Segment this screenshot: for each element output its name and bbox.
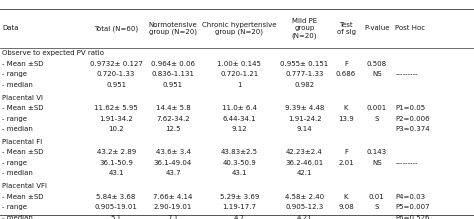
Text: 0.905-12.3: 0.905-12.3: [285, 204, 324, 210]
Text: 7.66± 4.14: 7.66± 4.14: [153, 194, 193, 200]
Text: 43.2± 2.89: 43.2± 2.89: [97, 149, 136, 155]
Text: P1=0.05: P1=0.05: [395, 105, 426, 111]
Text: 0.720-1.21: 0.720-1.21: [220, 71, 258, 78]
Text: 40.3-50.9: 40.3-50.9: [222, 160, 256, 166]
Text: 9.08: 9.08: [338, 204, 354, 210]
Text: 0.951: 0.951: [106, 82, 126, 88]
Text: 0.01: 0.01: [369, 194, 385, 200]
Text: Placental FI: Placental FI: [2, 139, 42, 145]
Text: - Mean ±SD: - Mean ±SD: [2, 61, 44, 67]
Text: Placental VFI: Placental VFI: [2, 183, 47, 189]
Text: 0.982: 0.982: [294, 82, 315, 88]
Text: 5.84± 3.68: 5.84± 3.68: [96, 194, 136, 200]
Text: F: F: [344, 61, 348, 67]
Text: 6.44-34.1: 6.44-34.1: [223, 116, 256, 122]
Text: 9.14: 9.14: [297, 126, 312, 132]
Text: - median: - median: [2, 215, 33, 219]
Text: 4.21: 4.21: [297, 215, 312, 219]
Text: 0.508: 0.508: [367, 61, 387, 67]
Text: 0.836-1.131: 0.836-1.131: [152, 71, 194, 78]
Text: 42.1: 42.1: [297, 170, 312, 177]
Text: - range: - range: [2, 116, 27, 122]
Text: 10.2: 10.2: [109, 126, 124, 132]
Text: - median: - median: [2, 82, 33, 88]
Text: - median: - median: [2, 170, 33, 177]
Text: 1.91-34.2: 1.91-34.2: [99, 116, 133, 122]
Text: 9.39± 4.48: 9.39± 4.48: [285, 105, 324, 111]
Text: Placental VI: Placental VI: [2, 95, 43, 101]
Text: 14.4± 5.8: 14.4± 5.8: [155, 105, 191, 111]
Text: NS: NS: [372, 160, 382, 166]
Text: 0.720-1.33: 0.720-1.33: [97, 71, 135, 78]
Text: 2.01: 2.01: [338, 160, 354, 166]
Text: F: F: [344, 149, 348, 155]
Text: ---------: ---------: [395, 160, 418, 166]
Text: 36.1-50.9: 36.1-50.9: [99, 160, 133, 166]
Text: Total (N=60): Total (N=60): [94, 25, 138, 32]
Text: 0.777-1.33: 0.777-1.33: [285, 71, 324, 78]
Text: - median: - median: [2, 126, 33, 132]
Text: P-value: P-value: [364, 25, 390, 32]
Text: 13.9: 13.9: [338, 116, 354, 122]
Text: 1: 1: [237, 82, 242, 88]
Text: 5.29± 3.69: 5.29± 3.69: [219, 194, 259, 200]
Text: P2=0.006: P2=0.006: [395, 116, 430, 122]
Text: K: K: [344, 194, 348, 200]
Text: 0.964± 0.06: 0.964± 0.06: [151, 61, 195, 67]
Text: 4.7: 4.7: [234, 215, 245, 219]
Text: 1.19-17.7: 1.19-17.7: [222, 204, 256, 210]
Text: - range: - range: [2, 160, 27, 166]
Text: 1.91-24.2: 1.91-24.2: [288, 116, 321, 122]
Text: Normotensive
group (N=20): Normotensive group (N=20): [149, 22, 197, 35]
Text: 9.12: 9.12: [232, 126, 247, 132]
Text: S: S: [374, 116, 379, 122]
Text: 43.1: 43.1: [109, 170, 124, 177]
Text: - range: - range: [2, 204, 27, 210]
Text: P5=0.007: P5=0.007: [395, 204, 430, 210]
Text: K: K: [344, 105, 348, 111]
Text: 0.143: 0.143: [367, 149, 387, 155]
Text: Mild PE
group
(N=20): Mild PE group (N=20): [292, 18, 317, 39]
Text: 7.62-34.2: 7.62-34.2: [156, 116, 190, 122]
Text: - Mean ±SD: - Mean ±SD: [2, 105, 44, 111]
Text: 12.5: 12.5: [165, 126, 181, 132]
Text: 0.001: 0.001: [367, 105, 387, 111]
Text: 36.2-46.01: 36.2-46.01: [285, 160, 324, 166]
Text: 1.00± 0.145: 1.00± 0.145: [218, 61, 261, 67]
Text: - Mean ±SD: - Mean ±SD: [2, 194, 44, 200]
Text: 5.1: 5.1: [110, 215, 122, 219]
Text: Test
of sig: Test of sig: [337, 22, 356, 35]
Text: ---------: ---------: [395, 71, 418, 78]
Text: 43.1: 43.1: [232, 170, 247, 177]
Text: 0.955± 0.151: 0.955± 0.151: [281, 61, 328, 67]
Text: 43.7: 43.7: [165, 170, 181, 177]
Text: 2.90-19.01: 2.90-19.01: [154, 204, 192, 210]
Text: NS: NS: [372, 71, 382, 78]
Text: 11.62± 5.95: 11.62± 5.95: [94, 105, 138, 111]
Text: - Mean ±SD: - Mean ±SD: [2, 149, 44, 155]
Text: 0.905-19.01: 0.905-19.01: [95, 204, 137, 210]
Text: 0.686: 0.686: [336, 71, 356, 78]
Text: P6=0.526: P6=0.526: [395, 215, 430, 219]
Text: 0.951: 0.951: [163, 82, 183, 88]
Text: Observe to expected PV ratio: Observe to expected PV ratio: [2, 50, 104, 57]
Text: 7.1: 7.1: [167, 215, 179, 219]
Text: 36.1-49.04: 36.1-49.04: [154, 160, 192, 166]
Text: 42.23±2.4: 42.23±2.4: [286, 149, 323, 155]
Text: P4=0.03: P4=0.03: [395, 194, 426, 200]
Text: - range: - range: [2, 71, 27, 78]
Text: 0.9732± 0.127: 0.9732± 0.127: [90, 61, 143, 67]
Text: 43.6± 3.4: 43.6± 3.4: [155, 149, 191, 155]
Text: S: S: [374, 204, 379, 210]
Text: P3=0.374: P3=0.374: [395, 126, 430, 132]
Text: 11.0± 6.4: 11.0± 6.4: [222, 105, 257, 111]
Text: Data: Data: [2, 25, 18, 32]
Text: Post Hoc: Post Hoc: [395, 25, 426, 32]
Text: 43.83±2.5: 43.83±2.5: [221, 149, 258, 155]
Text: Chronic hypertensive
group (N=20): Chronic hypertensive group (N=20): [202, 22, 277, 35]
Text: 4.58± 2.40: 4.58± 2.40: [285, 194, 324, 200]
